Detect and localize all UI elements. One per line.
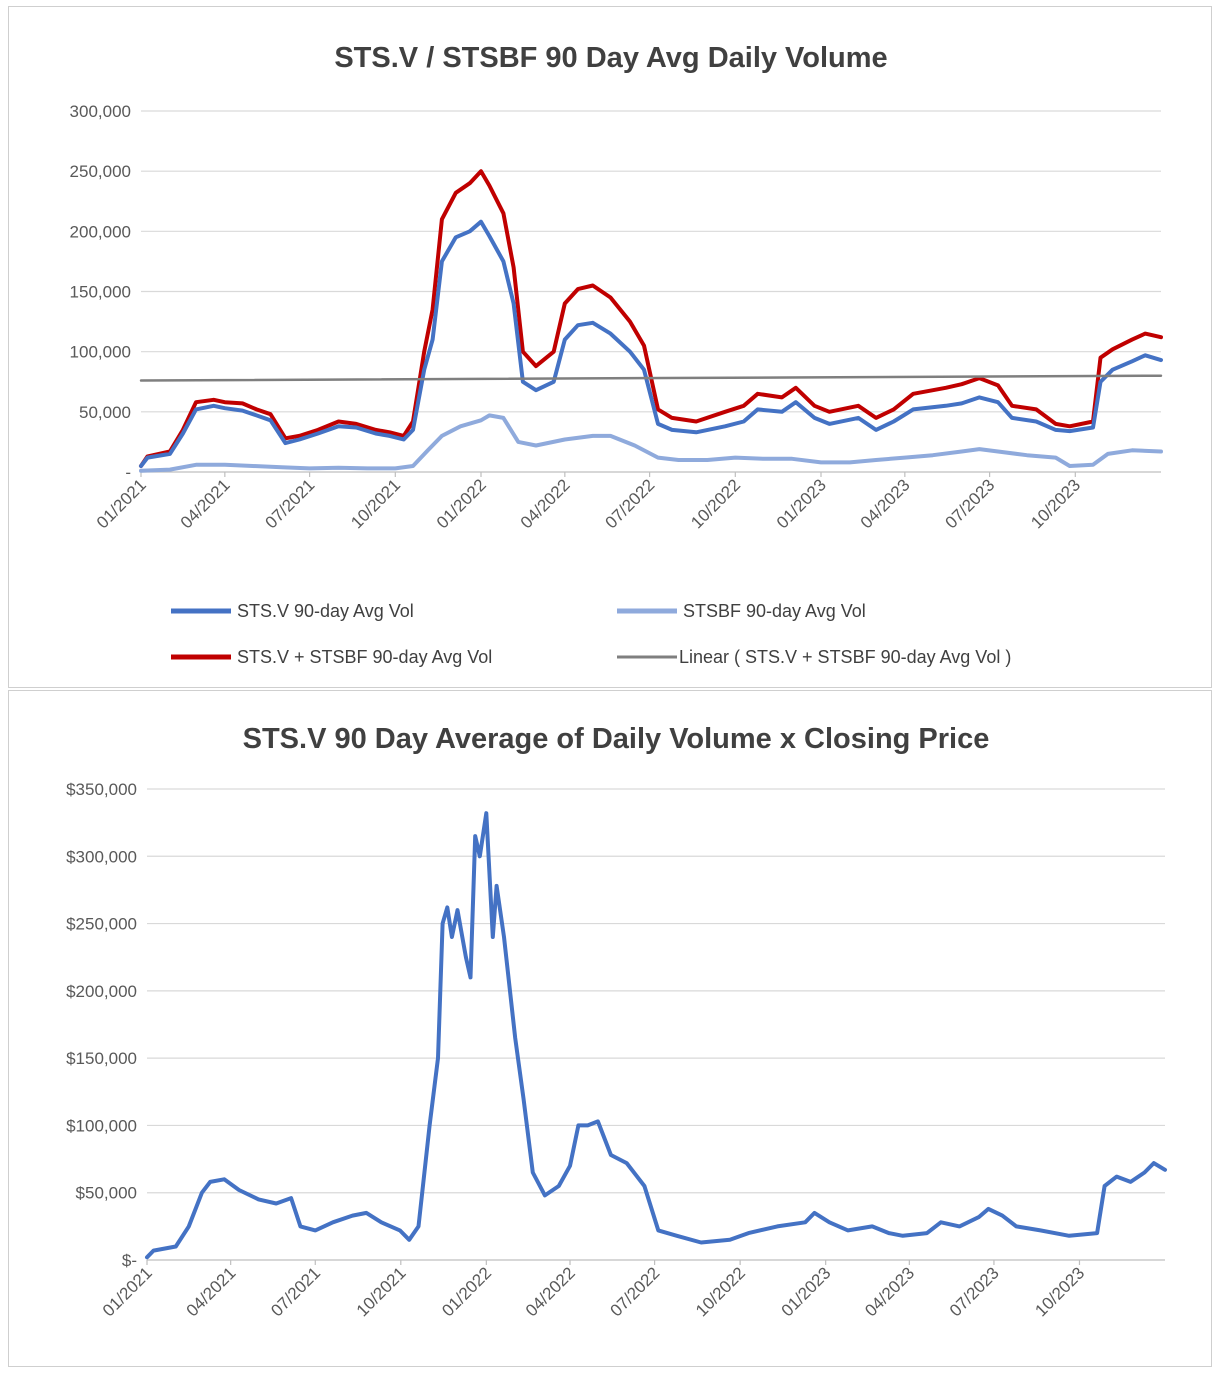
x-tick-label: 01/2023 [778,1263,835,1320]
series-line-stsbf [139,413,1163,473]
y-tick-label: $250,000 [66,915,137,934]
legend-label-combined: STS.V + STSBF 90-day Avg Vol [237,647,492,667]
y-tick-label: 200,000 [70,222,131,241]
x-tick-label: 07/2021 [267,1263,324,1320]
y-tick-label: $300,000 [66,847,137,866]
x-tick-label: 10/2022 [692,1263,749,1320]
x-tick-label: 04/2021 [183,1263,240,1320]
series-line-stsv [139,219,1163,468]
volume-chart: STS.V / STSBF 90 Day Avg Daily Volume - 5… [70,42,1163,667]
volume-chart-panel: STS.V / STSBF 90 Day Avg Daily Volume - 5… [8,6,1212,688]
y-tick-label: $50,000 [76,1184,137,1203]
x-tick-label: 04/2023 [861,1263,918,1320]
y-tick-label: $200,000 [66,982,137,1001]
x-tick-label: 10/2021 [347,475,404,532]
x-tick-label: 10/2021 [353,1263,410,1320]
x-tick-label: 04/2022 [522,1263,579,1320]
y-tick-label: $350,000 [66,780,137,799]
y-tick-label: $150,000 [66,1049,137,1068]
legend-label-stsv: STS.V 90-day Avg Vol [237,601,414,621]
series-line-dollar-volume [145,811,1167,1260]
x-tick-label: 04/2023 [857,475,914,532]
x-tick-label: 01/2022 [433,475,490,532]
x-tick-label: 07/2022 [602,475,659,532]
y-tick-label: 150,000 [70,283,131,302]
x-tick-label: 07/2023 [942,475,999,532]
legend-label-stsbf: STSBF 90-day Avg Vol [683,601,866,621]
x-tick-label: 07/2021 [262,475,319,532]
x-tick-label: 07/2022 [607,1263,664,1320]
x-tick-label: 01/2023 [773,475,830,532]
x-tick-label: 04/2021 [177,475,234,532]
x-tick-label: 04/2022 [517,475,574,532]
x-tick-label: 10/2023 [1027,475,1084,532]
series-line-combined [139,169,1163,468]
chart-title: STS.V 90 Day Average of Daily Volume x C… [243,723,990,755]
x-tick-label: 10/2023 [1031,1263,1088,1320]
x-tick-label: 01/2022 [438,1263,495,1320]
y-tick-label: 50,000 [79,403,131,422]
dollar-volume-chart-panel: STS.V 90 Day Average of Daily Volume x C… [8,690,1212,1367]
x-tick-label: 10/2022 [687,475,744,532]
chart-title: STS.V / STSBF 90 Day Avg Daily Volume [334,42,887,74]
chart-legend: STS.V 90-day Avg Vol STSBF 90-day Avg Vo… [171,601,1011,667]
y-tick-label: 300,000 [70,102,131,121]
y-tick-label: - [125,463,131,482]
x-tick-label: 01/2021 [93,475,150,532]
y-tick-label: 250,000 [70,162,131,181]
y-tick-label: $- [122,1251,137,1270]
dollar-volume-chart: STS.V 90 Day Average of Daily Volume x C… [66,723,1167,1320]
y-tick-label: 100,000 [70,343,131,362]
y-tick-label: $100,000 [66,1116,137,1135]
x-tick-label: 07/2023 [946,1263,1003,1320]
series-line-linear-trend [139,374,1163,382]
legend-label-linear: Linear ( STS.V + STSBF 90-day Avg Vol ) [679,647,1011,667]
x-tick-label: 01/2021 [99,1263,156,1320]
